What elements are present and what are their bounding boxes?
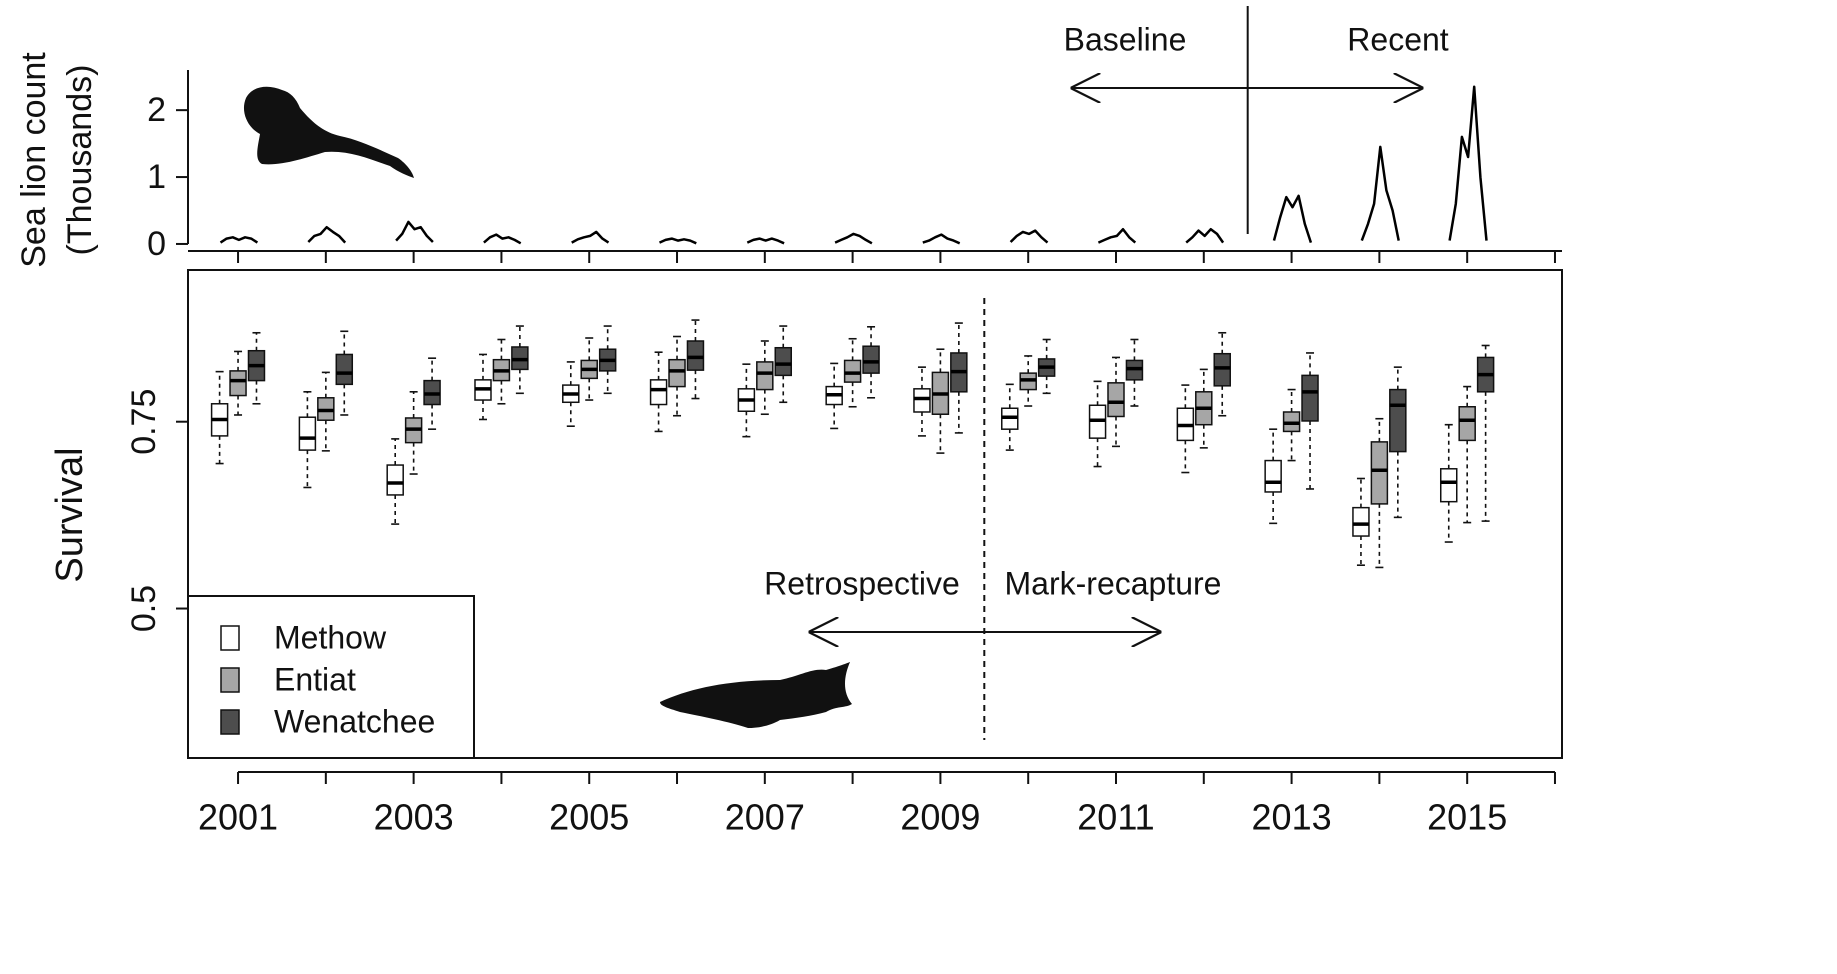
box: [1389, 388, 1407, 453]
y-axis-label: (Thousands): [61, 65, 99, 256]
legend-swatch: [220, 667, 240, 693]
box: [1107, 382, 1125, 418]
annotation: Retrospective: [764, 565, 960, 601]
y-tick-label: 1: [147, 158, 166, 196]
x-tick-label: 2003: [374, 797, 454, 838]
y-axis-label: Sea lion count: [15, 52, 53, 268]
legend-label: Methow: [274, 619, 387, 655]
sea-lion-silhouette: [243, 86, 414, 178]
box: [668, 358, 686, 388]
x-tick-label: 2005: [549, 797, 629, 838]
x-tick-label: 2011: [1077, 797, 1154, 838]
box: [649, 379, 668, 406]
box: [386, 464, 404, 496]
y-axis-label: Survival: [49, 447, 91, 582]
box: [686, 340, 705, 371]
box: [298, 416, 317, 451]
x-tick-label: 2015: [1427, 797, 1507, 838]
box: [1213, 352, 1231, 387]
box: [774, 346, 793, 377]
box: [1439, 468, 1458, 503]
box: [756, 361, 774, 391]
box: [843, 359, 862, 383]
y-tick-label: 0.75: [125, 389, 163, 455]
y-tick-label: 0.5: [125, 585, 163, 632]
box: [913, 388, 931, 413]
count-line: [219, 85, 1488, 245]
box: [1264, 459, 1282, 493]
box: [229, 370, 247, 397]
y-tick-label: 0: [147, 225, 166, 263]
box: [1301, 374, 1319, 422]
x-tick-label: 2007: [725, 797, 805, 838]
annotation: Mark-recapture: [1005, 565, 1222, 601]
box: [1352, 506, 1370, 537]
box: [1370, 441, 1389, 505]
y-tick-label: 2: [147, 91, 166, 129]
x-tick-label: 2001: [198, 797, 278, 838]
legend-swatch: [220, 625, 240, 651]
x-tick-label: 2013: [1252, 797, 1332, 838]
legend-swatch: [220, 709, 240, 735]
x-tick-label: 2009: [900, 797, 980, 838]
plot-frame: [187, 269, 1563, 759]
legend-label: Wenatchee: [274, 703, 435, 739]
annotation: Baseline: [1064, 21, 1187, 57]
fish-silhouette: [660, 662, 852, 728]
box: [862, 345, 880, 374]
annotation: Recent: [1347, 21, 1449, 57]
box: [335, 353, 354, 386]
box: [1458, 406, 1476, 442]
legend-label: Entiat: [274, 661, 356, 697]
